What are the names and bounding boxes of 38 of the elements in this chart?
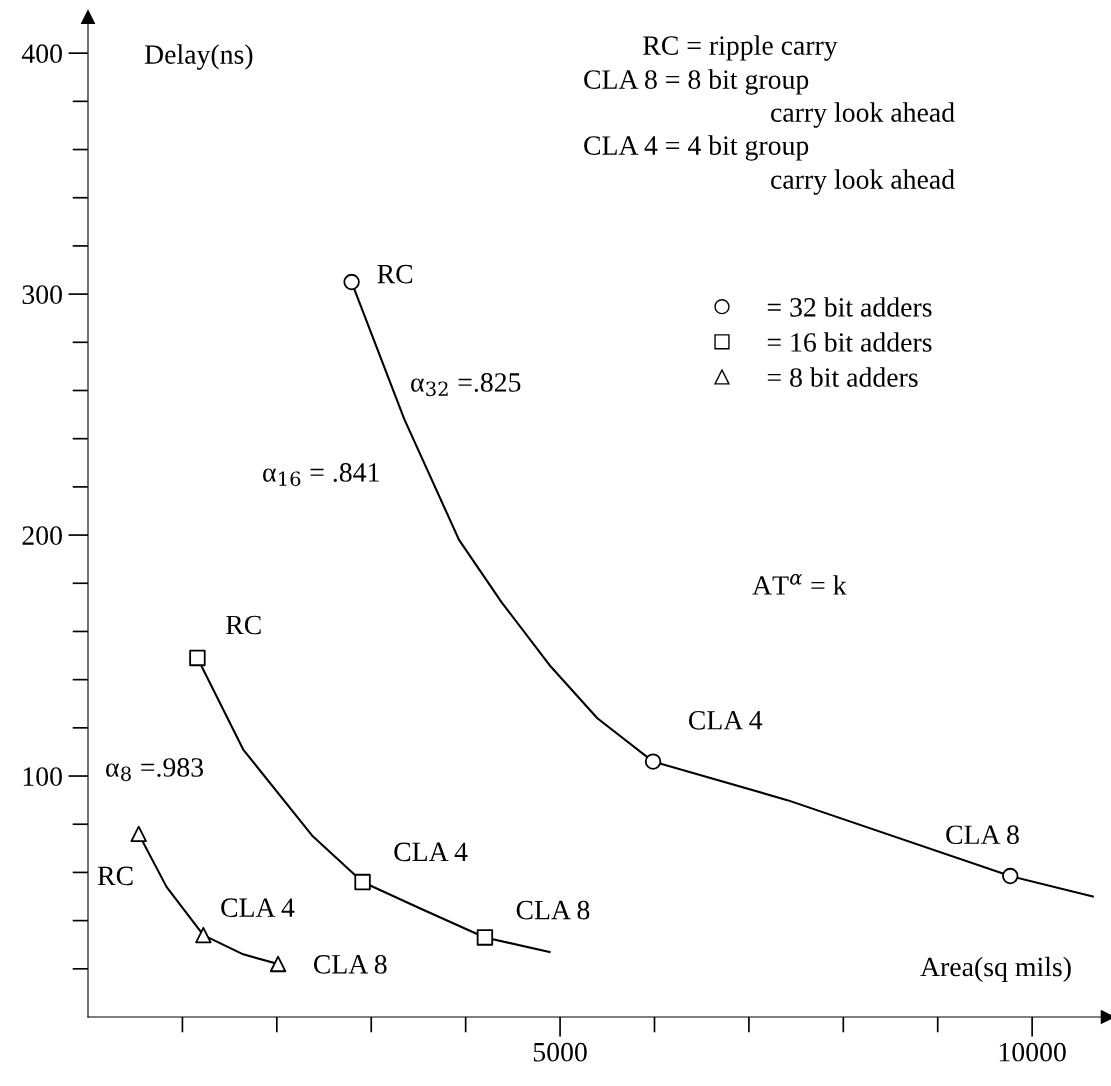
y-axis-title: Delay(ns) [144,44,253,70]
point [354,873,371,891]
point [269,955,287,973]
point [343,273,360,291]
y-tick-label: 400 [21,44,62,64]
annotation: α$_{32}$ =.825 [411,373,521,397]
annotation: CLA 4 = 4 bit group [584,135,809,161]
point [644,753,662,770]
annotation: α$_{16}$ = .841 [263,463,379,487]
x-tick-label: 10000 [999,1042,1066,1062]
x-axis-title: Area(sq mils) [920,956,1071,982]
annotation: α$_{8}$ =.983 [106,758,204,782]
annotation: RC [226,615,261,635]
annotation: CLA 8 [313,954,387,974]
annotation: RC = ripple carry [643,35,838,61]
annotation: carry look ahead [771,169,955,195]
y-tick-label: 300 [22,285,62,305]
annotation: carry look ahead [771,102,955,128]
annotation: CLA 4 [221,898,295,918]
legend-label: = 32 bit adders [767,297,932,317]
annotation: CLA 4 [394,842,468,862]
annotation: AT$^{α}$ = k [752,574,847,595]
annotation: RC [377,264,413,284]
point [195,926,212,944]
annotation: CLA 4 [688,710,763,730]
x-tick-label: 5000 [533,1042,587,1062]
point [1002,867,1019,885]
point [476,929,494,946]
y-tick-label: 200 [22,526,62,545]
point [130,825,147,843]
legend-label: = 8 bit adders [767,367,918,387]
annotation: RC [97,866,133,886]
annotation: CLA 8 [946,825,1019,845]
annotation: CLA 8 = 8 bit group [584,69,809,95]
point [189,649,206,667]
annotation: CLA 8 [516,900,590,920]
legend-label: = 16 bit adders [767,332,932,352]
y-tick-label: 100 [23,767,62,786]
